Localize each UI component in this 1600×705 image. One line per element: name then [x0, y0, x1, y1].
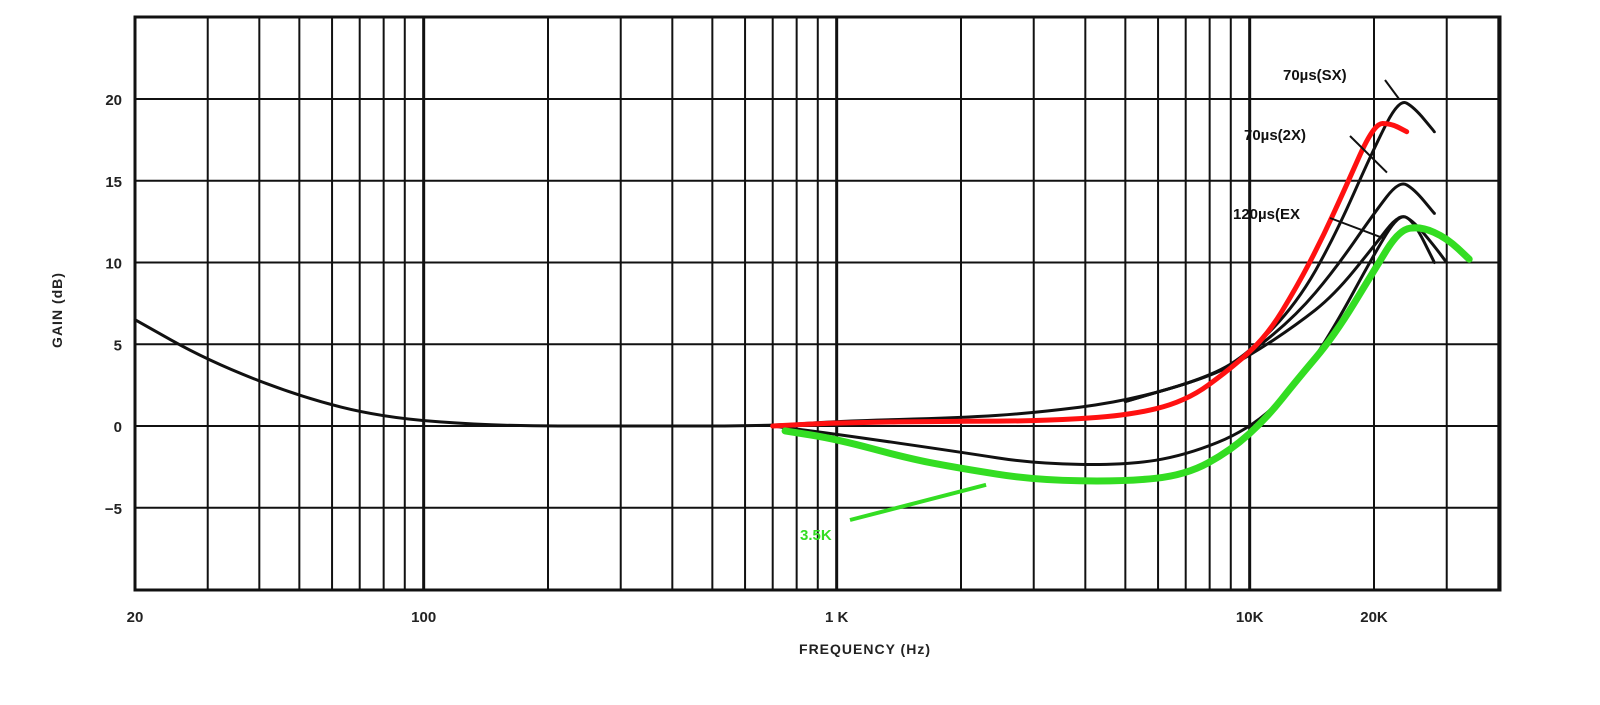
annotation-leaders: [849, 79, 1400, 522]
annotation-leader: [849, 482, 987, 522]
annotation-leader: [1349, 135, 1388, 174]
minor-grid: [206, 17, 1500, 590]
y-axis-title: GAIN (dB): [49, 272, 65, 348]
x-tick-label: 10K: [1236, 609, 1264, 626]
x-tick-label: 20K: [1360, 609, 1388, 626]
y-tick-label: 10: [105, 256, 122, 273]
annotation-label: 120µs(EX: [1233, 206, 1300, 223]
x-tick-label: 1 K: [825, 609, 849, 626]
y-tick-labels: −5 0 5 10 15 20: [105, 92, 122, 518]
annotation-label: 70µs(SX): [1283, 67, 1347, 84]
annotations: 70µs(SX) 70µs(2X) 120µs(EX 3.5K: [800, 67, 1347, 544]
series-line-3: [771, 215, 1436, 467]
series-line-5: [781, 224, 1473, 485]
y-tick-label: 5: [114, 337, 122, 354]
series-line-4: [770, 121, 1410, 429]
y-tick-label: 0: [114, 419, 122, 436]
annotation-label: 70µs(2X): [1244, 127, 1306, 144]
plot-frame: [133, 15, 1502, 592]
x-tick-label: 100: [411, 609, 436, 626]
x-tick-labels: 20 100 1 K 10K 20K: [127, 609, 1388, 626]
annotation-leader: [1329, 217, 1384, 239]
series-line-2: [1123, 215, 1449, 403]
y-tick-label: 20: [105, 92, 122, 109]
series-line-0: [133, 101, 1436, 428]
x-axis-title: FREQUENCY (Hz): [799, 641, 931, 657]
x-tick-label: 20: [127, 609, 144, 626]
annotation-label: 3.5K: [800, 527, 832, 544]
series-layer: [133, 101, 1473, 485]
annotation-leader: [1384, 79, 1400, 100]
y-tick-label: 15: [105, 174, 122, 191]
y-tick-label: −5: [105, 501, 122, 518]
